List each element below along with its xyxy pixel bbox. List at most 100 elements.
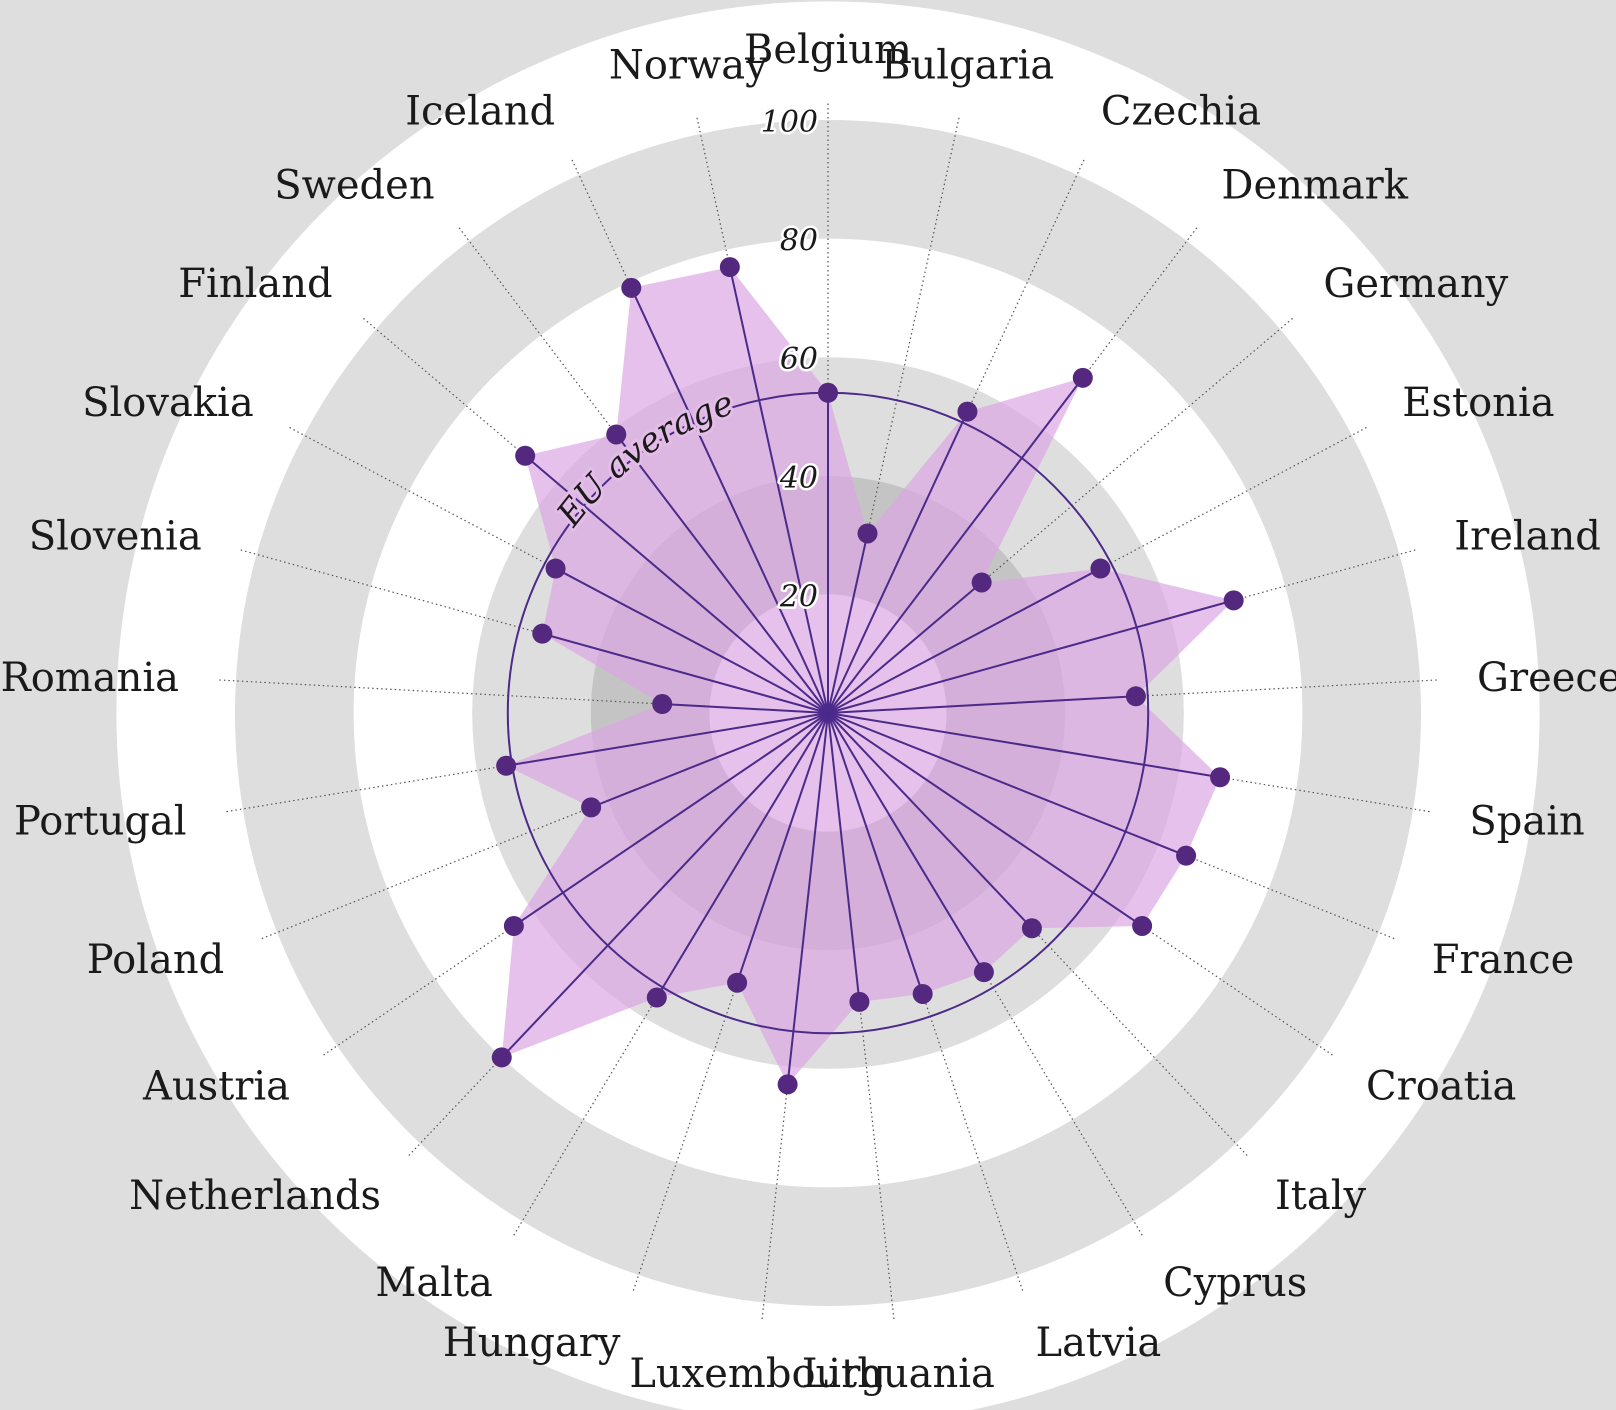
guide-hungary <box>632 845 784 1292</box>
spoke-spain <box>827 712 1221 779</box>
spoke-greece <box>827 695 1136 714</box>
country-label-croatia: Croatia <box>1366 1064 1516 1110</box>
guide-latvia <box>872 845 1024 1292</box>
country-label-poland: Poland <box>87 937 224 983</box>
marker-sweden <box>606 424 627 445</box>
marker-poland <box>581 797 602 818</box>
marker-latvia <box>912 983 933 1004</box>
country-label-ireland: Ireland <box>1454 513 1601 559</box>
country-label-cyprus: Cyprus <box>1163 1260 1307 1306</box>
guide-lithuania <box>842 852 895 1320</box>
spoke-romania <box>662 703 829 714</box>
marker-belgium <box>818 382 838 403</box>
guide-romania <box>218 679 689 707</box>
marker-slovakia <box>545 558 566 579</box>
guide-malta <box>512 832 757 1236</box>
spoke-finland <box>524 455 829 714</box>
country-label-italy: Italy <box>1275 1173 1367 1219</box>
spoke-estonia <box>827 567 1101 714</box>
spoke-portugal <box>505 712 829 767</box>
country-label-romania: Romania <box>1 655 179 701</box>
country-label-iceland: Iceland <box>405 88 555 134</box>
country-label-latvia: Latvia <box>1036 1320 1162 1366</box>
marker-estonia <box>1090 558 1111 579</box>
spoke-luxembourg <box>786 712 829 1085</box>
guide-italy <box>923 814 1248 1157</box>
spoke-sweden <box>615 433 829 714</box>
spoke-czechia <box>827 411 969 714</box>
country-label-lithuania: Lithuania <box>802 1351 995 1397</box>
country-label-bulgaria: Bulgaria <box>881 43 1054 89</box>
spoke-lithuania <box>827 712 861 1002</box>
country-label-sweden: Sweden <box>274 162 434 208</box>
guide-portugal <box>225 735 690 813</box>
radial-ticks: 20 40 60 80 100 <box>758 103 820 617</box>
spoke-denmark <box>827 377 1084 714</box>
spoke-austria <box>513 712 829 927</box>
guide-sweden <box>458 227 744 602</box>
country-label-austria: Austria <box>142 1064 290 1110</box>
spoke-malta <box>655 712 829 999</box>
guide-bulgaria <box>857 117 960 577</box>
spoke-germany <box>827 581 983 714</box>
spoke-ireland <box>827 599 1234 714</box>
data-markers <box>491 257 1244 1095</box>
country-label-france: France <box>1432 937 1575 983</box>
marker-norway <box>719 257 740 278</box>
marker-italy <box>1021 918 1042 939</box>
guide-germany <box>934 317 1294 623</box>
marker-slovenia <box>532 623 553 644</box>
marker-luxembourg <box>777 1074 798 1095</box>
country-label-estonia: Estonia <box>1402 380 1554 426</box>
spoke-iceland <box>630 287 829 714</box>
marker-finland <box>515 445 536 466</box>
marker-germany <box>971 572 992 593</box>
guide-estonia <box>951 426 1368 648</box>
marker-lithuania <box>849 991 870 1012</box>
marker-greece <box>1125 686 1146 707</box>
tick-label-100: 100 <box>761 105 818 140</box>
spoke-slovakia <box>555 567 829 714</box>
label-guides <box>218 103 1438 1320</box>
spoke-cyprus <box>827 712 985 973</box>
guide-greece <box>967 679 1438 707</box>
country-label-malta: Malta <box>375 1260 493 1306</box>
data-spokes <box>501 266 1234 1085</box>
spoke-slovenia <box>542 632 829 714</box>
tick-label-40: 40 <box>779 461 818 496</box>
guide-slovakia <box>288 426 705 648</box>
guide-poland <box>261 764 699 940</box>
country-label-slovakia: Slovakia <box>82 380 254 426</box>
guide-czechia <box>886 159 1085 587</box>
spoke-bulgaria <box>827 533 869 714</box>
marker-austria <box>503 915 524 936</box>
country-label-norway: Norway <box>609 43 768 89</box>
marker-netherlands <box>491 1047 512 1068</box>
marker-portugal <box>496 755 517 776</box>
spoke-netherlands <box>501 712 829 1059</box>
country-label-germany: Germany <box>1323 261 1508 307</box>
country-label-hungary: Hungary <box>443 1320 621 1366</box>
spoke-italy <box>827 712 1033 929</box>
marker-france <box>1176 845 1197 866</box>
country-label-denmark: Denmark <box>1221 162 1408 208</box>
spoke-latvia <box>827 712 924 995</box>
country-label-netherlands: Netherlands <box>129 1173 381 1219</box>
marker-croatia <box>1132 915 1153 936</box>
tick-label-80: 80 <box>780 224 818 259</box>
spoke-poland <box>590 712 829 809</box>
country-label-finland: Finland <box>178 261 332 307</box>
marker-cyprus <box>973 962 994 983</box>
marker-bulgaria <box>857 523 878 544</box>
marker-ireland <box>1223 590 1244 611</box>
data-area <box>501 267 1234 1085</box>
marker-iceland <box>621 277 642 298</box>
country-label-spain: Spain <box>1469 798 1584 844</box>
country-label-luxembourg: Luxembourg <box>629 1351 886 1397</box>
guide-cyprus <box>899 832 1144 1236</box>
tick-label-60: 60 <box>780 342 818 377</box>
marker-denmark <box>1072 367 1093 388</box>
marker-romania <box>652 694 673 715</box>
